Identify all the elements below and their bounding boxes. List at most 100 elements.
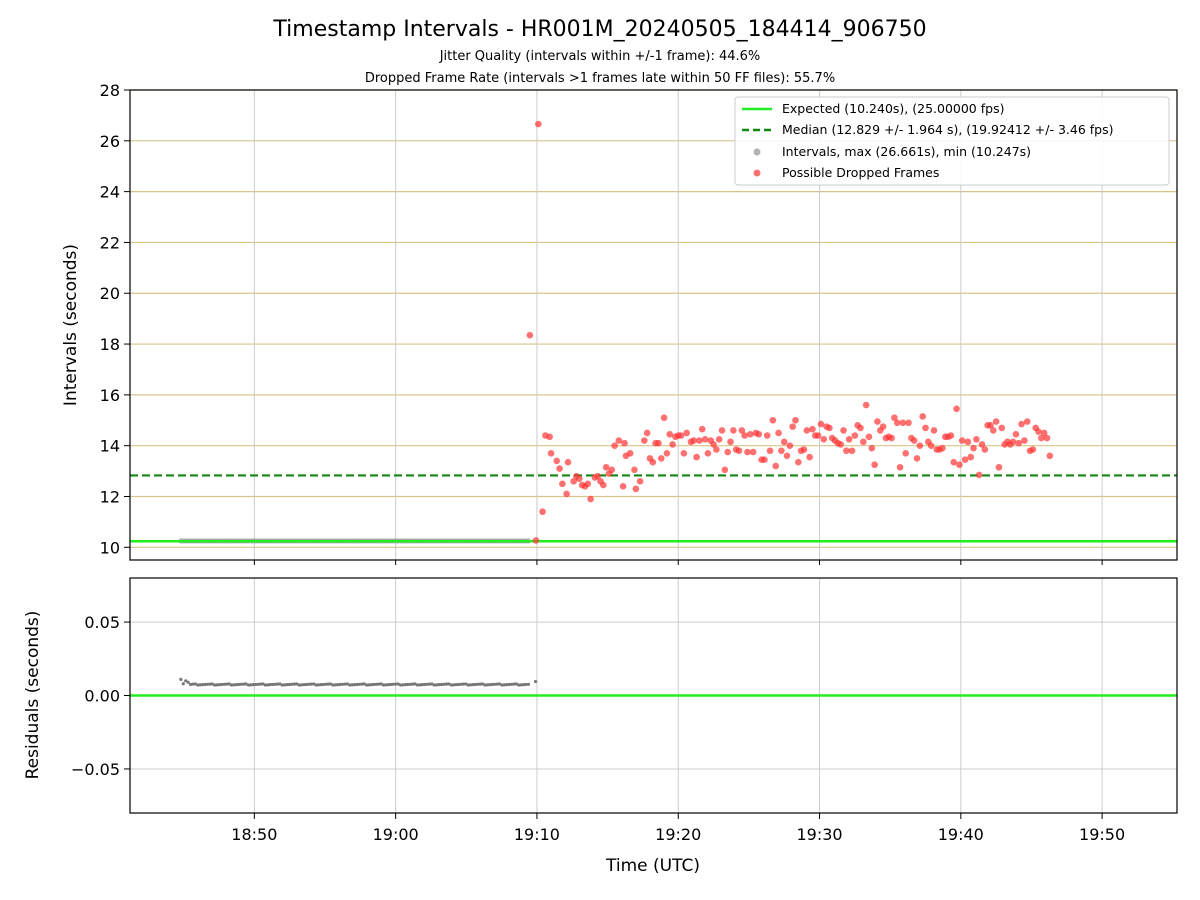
residual-point — [275, 682, 280, 686]
residual-point — [476, 682, 480, 686]
x-tick-label: 18:50 — [231, 825, 277, 844]
residual-point — [345, 682, 350, 686]
dropped-frame-point — [1009, 438, 1017, 446]
dropped-frame-point — [961, 456, 969, 463]
dropped-frame-point — [738, 427, 746, 434]
residual-point — [213, 683, 217, 687]
dropped-frame-point — [860, 438, 867, 446]
dropped-frame-point — [995, 463, 1003, 471]
dropped-frame-point — [1040, 429, 1048, 437]
residual-point — [321, 682, 325, 687]
dropped-frame-point — [769, 416, 777, 424]
residual-point — [473, 682, 477, 687]
residual-point — [179, 677, 183, 681]
dropped-frame-point — [535, 120, 542, 128]
residual-point — [374, 682, 378, 686]
residual-point — [514, 682, 518, 686]
dropped-frame-point — [795, 458, 802, 466]
figure-title: Timestamp Intervals - HR001M_20240505_18… — [272, 17, 926, 42]
residual-point — [234, 683, 238, 687]
dropped-frame-point — [559, 480, 566, 488]
dropped-frame-point — [967, 453, 975, 461]
residual-point — [490, 682, 494, 687]
residual-point — [480, 682, 485, 686]
dropped-frame-point — [608, 466, 616, 474]
intervals-y-tick-label: 10 — [100, 538, 120, 557]
dropped-frame-point — [532, 537, 540, 544]
dropped-frame-point — [888, 434, 895, 442]
dropped-frame-point — [701, 436, 709, 443]
intervals-y-axis-label: Intervals (seconds) — [61, 244, 81, 406]
dropped-frame-point — [1035, 428, 1042, 436]
residual-point — [526, 682, 531, 686]
dropped-frame-point — [1046, 452, 1054, 460]
residual-point — [328, 682, 333, 686]
dropped-frame-point — [553, 457, 561, 465]
x-axis-label: Time (UTC) — [605, 856, 700, 876]
residual-point — [338, 682, 342, 687]
residual-point — [239, 682, 243, 686]
dropped-frame-point — [621, 439, 628, 447]
dropped-frame-point — [713, 446, 720, 453]
dropped-frame-point — [975, 471, 983, 479]
dropped-frame-point — [660, 414, 668, 422]
residual-point — [285, 683, 289, 687]
x-tick-label: 19:20 — [655, 825, 701, 844]
residual-point — [283, 683, 287, 687]
residual-point — [273, 682, 277, 686]
residual-point — [304, 682, 308, 687]
residual-point — [237, 682, 241, 687]
dropped-frame-point — [735, 447, 743, 455]
residual-point — [466, 683, 470, 687]
residual-point — [302, 683, 306, 687]
residual-point — [198, 683, 202, 687]
dropped-frame-point — [843, 447, 850, 455]
dropped-frame-point — [916, 442, 924, 449]
residual-point — [256, 682, 260, 686]
residual-point — [447, 682, 451, 686]
residuals-marks — [179, 677, 538, 687]
dropped-frame-point — [755, 430, 763, 438]
dropped-frame-point — [783, 452, 791, 460]
dropped-frame-point — [939, 444, 946, 452]
residual-point — [512, 682, 516, 686]
x-tick-label: 19:50 — [1079, 825, 1125, 844]
figure-subtitle-dropped: Dropped Frame Rate (intervals >1 frames … — [365, 71, 835, 86]
residual-point — [415, 683, 420, 687]
dropped-frame-point — [666, 430, 674, 438]
dropped-frame-point — [891, 414, 898, 422]
intervals-y-tick-label: 28 — [100, 81, 120, 100]
intervals-y-tick-label: 12 — [100, 487, 120, 506]
residual-point — [418, 683, 422, 687]
residual-point — [292, 682, 296, 686]
dropped-frame-point — [896, 463, 904, 471]
dropped-frame-point — [615, 437, 623, 444]
residual-point — [444, 682, 448, 686]
residual-point — [456, 682, 461, 687]
dropped-frame-point — [1038, 434, 1045, 442]
dropped-frame-point — [947, 432, 955, 439]
dropped-frame-point — [1021, 437, 1028, 444]
residual-point — [188, 682, 193, 687]
residuals-y-tick-label: −0.05 — [71, 760, 120, 779]
dropped-frame-point — [718, 427, 726, 434]
residual-point — [355, 682, 359, 687]
residual-point — [394, 682, 398, 686]
dropped-frame-point — [814, 432, 822, 439]
legend-median-label: Median (12.829 +/- 1.964 s), (19.92412 +… — [782, 122, 1113, 137]
dropped-frame-point — [546, 433, 553, 441]
dropped-frame-point — [865, 433, 873, 441]
dropped-frame-point — [953, 405, 960, 413]
residual-point — [331, 683, 335, 687]
dropped-frame-point — [775, 429, 782, 437]
dropped-frame-point — [643, 429, 651, 437]
residual-point — [316, 683, 321, 687]
residual-point — [365, 683, 369, 687]
dropped-frame-point — [970, 444, 977, 452]
residual-point — [227, 682, 231, 686]
dropped-frame-point — [632, 485, 640, 493]
residual-point — [449, 683, 453, 687]
dropped-frame-point — [602, 463, 610, 471]
